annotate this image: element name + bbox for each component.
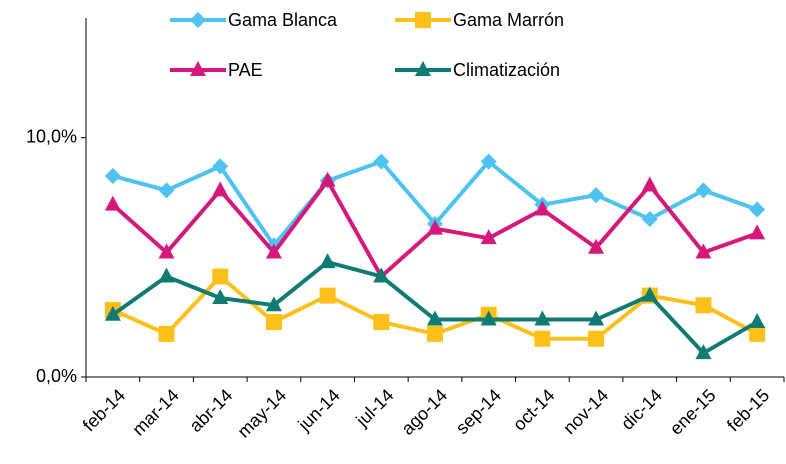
x-tick-label: mar-14 bbox=[128, 385, 182, 439]
legend-marker bbox=[415, 61, 431, 76]
data-point bbox=[265, 296, 282, 312]
x-tick-label: nov-14 bbox=[559, 385, 612, 438]
data-point bbox=[641, 211, 658, 228]
data-point bbox=[158, 325, 175, 342]
data-point bbox=[104, 167, 121, 184]
legend-label: PAE bbox=[228, 60, 263, 80]
y-tick-label: 10,0% bbox=[26, 126, 77, 146]
data-point bbox=[480, 153, 497, 170]
data-point bbox=[212, 158, 229, 175]
legend-label: Gama Blanca bbox=[228, 10, 338, 30]
data-point bbox=[480, 229, 497, 245]
x-tick-label: jul-14 bbox=[352, 385, 398, 431]
data-point bbox=[373, 153, 390, 170]
data-point bbox=[212, 268, 229, 285]
x-tick-label: dic-14 bbox=[617, 385, 666, 434]
data-point bbox=[212, 289, 229, 305]
data-point bbox=[588, 187, 605, 204]
data-point bbox=[695, 344, 712, 360]
legend-label: Gama Marrón bbox=[453, 10, 564, 30]
data-point bbox=[695, 297, 712, 314]
data-point bbox=[373, 313, 390, 330]
data-point bbox=[427, 325, 443, 342]
legend-marker bbox=[190, 61, 206, 76]
x-tick-label: ago-14 bbox=[397, 385, 451, 439]
data-point bbox=[373, 267, 390, 283]
legend-marker bbox=[190, 12, 206, 28]
data-point bbox=[265, 243, 282, 259]
data-point bbox=[749, 312, 766, 328]
data-point bbox=[104, 195, 121, 211]
data-point bbox=[265, 313, 282, 330]
legend-label: Climatización bbox=[453, 60, 560, 80]
x-tick-label: feb-15 bbox=[723, 385, 773, 435]
x-tick-label: sep-14 bbox=[452, 385, 505, 438]
x-tick-label: abr-14 bbox=[185, 385, 236, 436]
data-point bbox=[212, 181, 229, 197]
x-tick-label: jun-14 bbox=[294, 385, 344, 435]
x-tick-label: ene-15 bbox=[666, 385, 720, 439]
data-point bbox=[749, 201, 766, 218]
data-point bbox=[319, 171, 336, 187]
data-point bbox=[749, 325, 766, 342]
data-point bbox=[158, 267, 175, 283]
data-point bbox=[534, 200, 551, 216]
data-point bbox=[588, 310, 605, 326]
data-point bbox=[158, 182, 175, 199]
data-point bbox=[158, 243, 175, 259]
x-tick-label: feb-14 bbox=[79, 385, 129, 435]
data-point bbox=[588, 330, 605, 347]
data-point bbox=[104, 305, 121, 321]
data-point bbox=[319, 287, 336, 304]
x-tick-label: oct-14 bbox=[509, 385, 559, 435]
data-point bbox=[534, 310, 551, 326]
data-point bbox=[319, 253, 336, 269]
data-point bbox=[588, 238, 605, 254]
data-point bbox=[480, 310, 497, 326]
data-point bbox=[695, 243, 712, 259]
data-point bbox=[534, 330, 551, 347]
data-point bbox=[641, 286, 658, 302]
data-point bbox=[695, 182, 712, 199]
data-point bbox=[427, 310, 443, 326]
data-point bbox=[427, 219, 443, 235]
data-point bbox=[749, 224, 766, 240]
data-point bbox=[641, 176, 658, 192]
legend-marker bbox=[415, 12, 431, 28]
y-tick-label: 0,0% bbox=[36, 366, 77, 386]
x-tick-label: may-14 bbox=[234, 385, 291, 442]
